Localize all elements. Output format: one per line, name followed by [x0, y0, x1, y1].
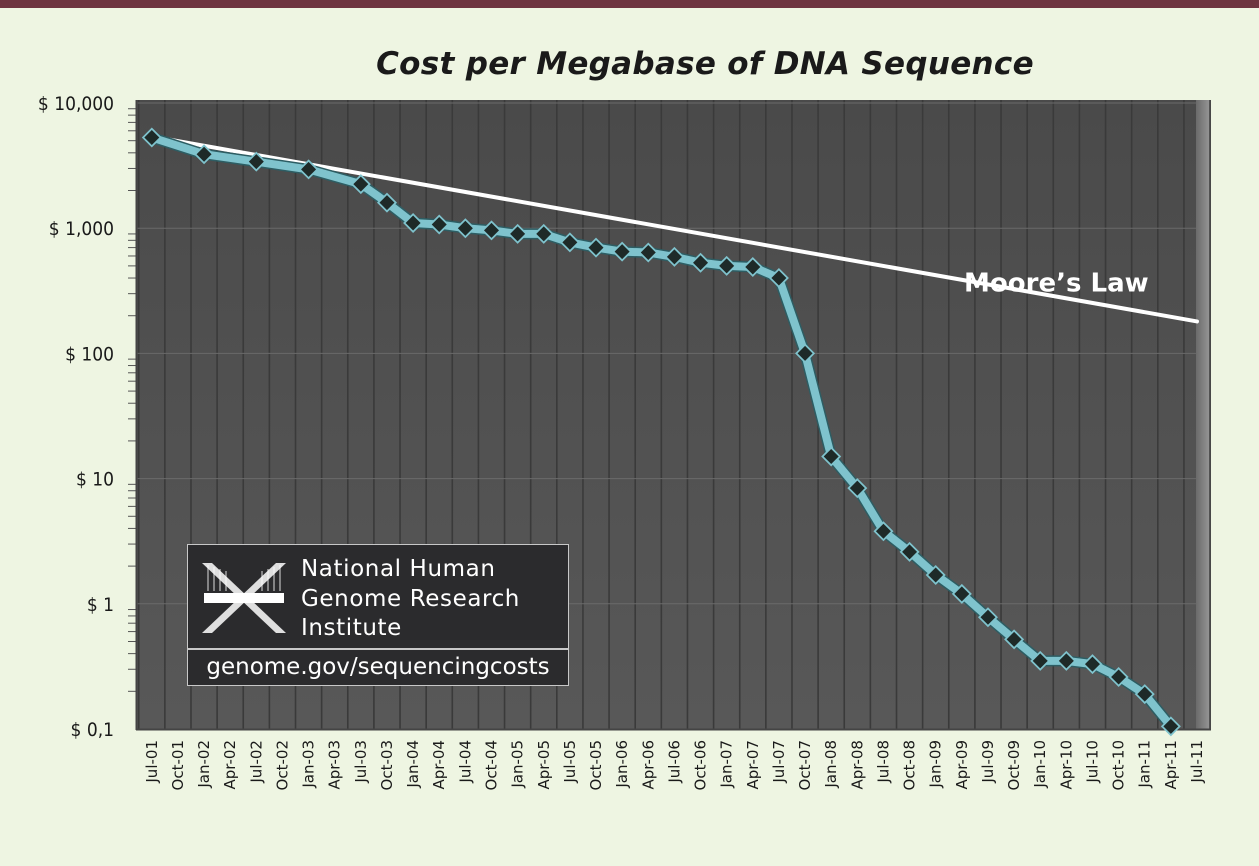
x-tick-label: Oct-07 [796, 740, 814, 790]
nhgri-logo-box: National Human Genome Research Institute… [187, 544, 569, 686]
data-point [405, 215, 421, 231]
x-tick-label: Oct-01 [169, 740, 187, 790]
x-tick-label: Jan-05 [509, 740, 527, 789]
data-point [719, 258, 735, 274]
data-point [144, 130, 160, 146]
x-tick-label: Jul-06 [665, 740, 683, 784]
x-tick-label: Apr-04 [430, 740, 448, 790]
data-point [562, 234, 578, 250]
x-tick-label: Apr-10 [1057, 740, 1075, 790]
y-tick-label: $ 100 [65, 343, 114, 365]
data-point [1058, 653, 1074, 669]
x-tick-label: Jan-09 [927, 740, 945, 789]
x-tick-label: Apr-07 [744, 740, 762, 790]
data-point [666, 249, 682, 265]
data-point [745, 259, 761, 275]
data-point [353, 176, 369, 192]
moores-law-line [149, 134, 1199, 324]
data-point [1111, 669, 1127, 685]
x-tick-label: Apr-08 [848, 740, 866, 790]
nhgri-name-line-3: Institute [301, 615, 402, 641]
x-tick-label: Oct-08 [901, 740, 919, 790]
data-point [771, 270, 787, 286]
x-tick-label: Apr-11 [1162, 740, 1180, 790]
x-tick-label: Jul-04 [456, 740, 474, 784]
data-point [510, 226, 526, 242]
top-accent-bar [0, 0, 1259, 8]
data-point [588, 240, 604, 256]
x-tick-label: Oct-09 [1005, 740, 1023, 790]
data-point [457, 220, 473, 236]
nhgri-url: genome.gov/sequencingcosts [206, 654, 550, 680]
data-point [980, 609, 996, 625]
data-point [954, 586, 970, 602]
y-tick-label: $ 1 [87, 594, 114, 616]
data-point [1084, 656, 1100, 672]
y-tick-label: $ 10 [76, 469, 114, 491]
chart-title: Cost per Megabase of DNA Sequence [376, 46, 1034, 82]
x-tick-label: Jan-03 [300, 740, 318, 789]
x-tick-label: Apr-05 [535, 740, 553, 790]
x-tick-label: Jul-08 [874, 740, 892, 784]
nhgri-logo-mark-icon [202, 563, 286, 633]
x-tick-label: Jul-05 [561, 740, 579, 784]
data-point [1006, 631, 1022, 647]
data-point [483, 222, 499, 238]
nhgri-name: National Human Genome Research Institute [301, 555, 520, 644]
nhgri-name-line-1: National Human [301, 556, 496, 582]
x-tick-label: Oct-04 [482, 740, 500, 790]
x-tick-label: Oct-06 [692, 740, 710, 790]
plot-right-edge [1196, 100, 1211, 729]
y-tick-label: $ 0,1 [71, 719, 114, 741]
data-point [849, 480, 865, 496]
x-tick-label: Jan-07 [718, 740, 736, 789]
data-point [875, 523, 891, 539]
data-point [902, 544, 918, 560]
logo-divider [188, 648, 568, 650]
data-point [1163, 718, 1179, 734]
x-tick-label: Jul-11 [1188, 740, 1206, 784]
data-point [248, 154, 264, 170]
x-tick-label: Jul-10 [1083, 740, 1101, 784]
data-point [693, 255, 709, 271]
y-tick-label: $ 10,000 [38, 93, 114, 115]
data-point [1032, 653, 1048, 669]
x-tick-label: Jan-06 [613, 740, 631, 789]
x-tick-label: Apr-06 [639, 740, 657, 790]
x-tick-label: Jul-09 [979, 740, 997, 784]
x-tick-label: Jul-02 [247, 740, 265, 784]
data-point [301, 161, 317, 177]
nhgri-name-line-2: Genome Research [301, 585, 520, 612]
data-point [431, 217, 447, 233]
x-tick-label: Jan-04 [404, 740, 422, 789]
x-tick-label: Jan-11 [1136, 740, 1154, 789]
data-point [797, 345, 813, 361]
x-tick-label: Apr-02 [221, 740, 239, 790]
data-point [928, 567, 944, 583]
x-tick-label: Oct-05 [587, 740, 605, 790]
data-point [196, 146, 212, 162]
x-tick-label: Jul-07 [770, 740, 788, 784]
data-point [536, 226, 552, 242]
x-tick-label: Oct-02 [273, 740, 291, 790]
data-point [379, 195, 395, 211]
x-tick-label: Jul-01 [143, 740, 161, 784]
x-tick-label: Apr-03 [326, 740, 344, 790]
data-point [1137, 686, 1153, 702]
x-tick-label: Jan-08 [822, 740, 840, 789]
x-tick-label: Jul-03 [352, 740, 370, 784]
x-tick-label: Jan-10 [1031, 740, 1049, 789]
x-tick-label: Apr-09 [953, 740, 971, 790]
x-tick-label: Jan-02 [195, 740, 213, 789]
y-tick-label: $ 1,000 [49, 218, 114, 240]
data-point [823, 449, 839, 465]
moores-law-label: Moore’s Law [964, 269, 1149, 299]
data-point [614, 244, 630, 260]
x-tick-label: Oct-03 [378, 740, 396, 790]
data-point [640, 244, 656, 260]
x-tick-label: Oct-10 [1110, 740, 1128, 790]
